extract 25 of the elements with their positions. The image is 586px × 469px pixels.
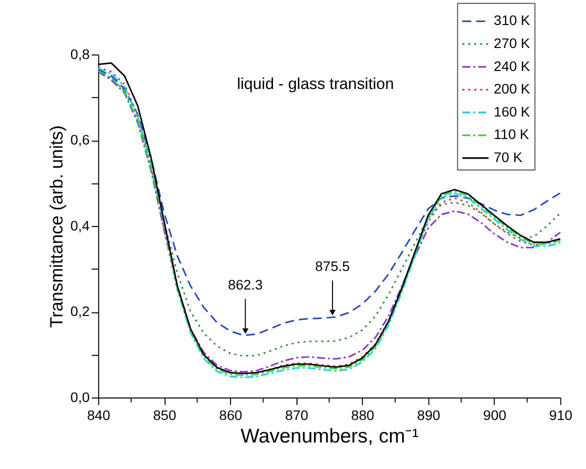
x-tick-label: 880 xyxy=(351,406,375,423)
x-tick-label: 870 xyxy=(285,406,309,423)
x-tick-label: 900 xyxy=(483,406,507,423)
x-tick-label: 840 xyxy=(87,406,111,423)
y-tick-label: 0,2 xyxy=(70,303,90,320)
x-tick-label: 910 xyxy=(549,406,573,423)
y-tick-label: 0,0 xyxy=(70,389,90,406)
x-tick-label: 850 xyxy=(153,406,177,423)
legend-label: 310 K xyxy=(494,12,531,28)
y-tick-label: 0,6 xyxy=(70,132,90,148)
y-tick-label: 0,8 xyxy=(70,46,90,62)
legend-label: 110 K xyxy=(494,126,530,142)
y-tick-label: 0,4 xyxy=(70,217,90,234)
x-tick-label: 890 xyxy=(417,406,441,423)
annotation: 875.5 xyxy=(315,258,350,274)
x-axis-title: Wavenumbers, cm⁻¹ xyxy=(240,426,420,448)
x-tick-label: 860 xyxy=(219,406,243,423)
legend-label: 160 K xyxy=(494,103,531,120)
legend-label: 240 K xyxy=(494,58,531,74)
legend-label: 200 K xyxy=(494,80,531,97)
legend-label: 270 K xyxy=(494,35,531,52)
y-axis-title: Transmittance (arb. units) xyxy=(46,125,67,328)
legend-label: 70 K xyxy=(494,149,524,166)
annotation: liquid - glass transition xyxy=(236,76,394,94)
annotation: 862.3 xyxy=(228,276,263,292)
